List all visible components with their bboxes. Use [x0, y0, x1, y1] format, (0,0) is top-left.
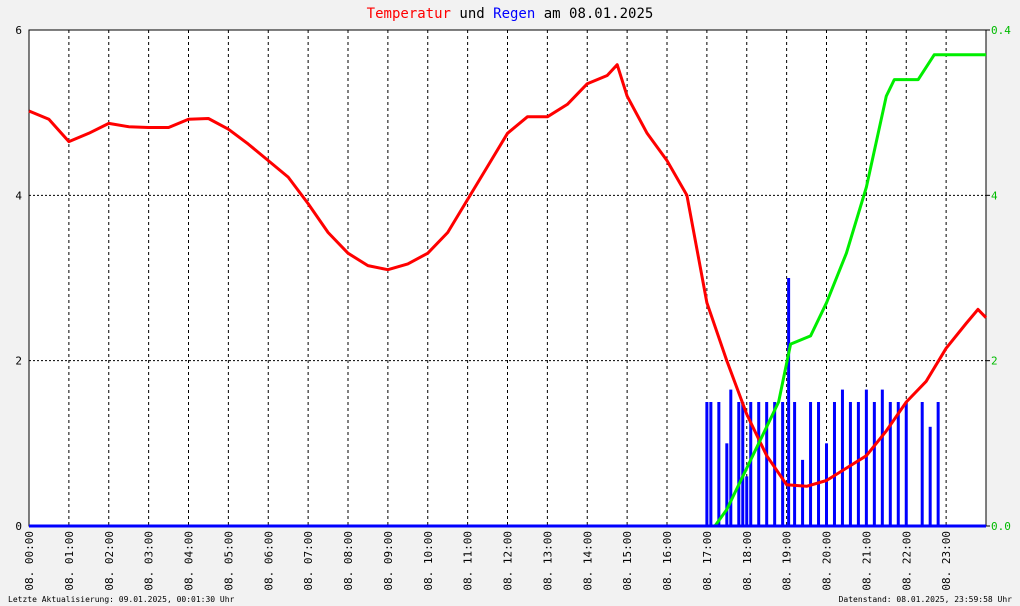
temperature-line: [28, 63, 988, 488]
x-tick-label: 08. 02:00: [103, 531, 116, 591]
footer-right: Datenstand: 08.01.2025, 23:59:58 Uhr: [839, 595, 1013, 604]
y2-tick-label: 0.0: [991, 520, 1011, 533]
x-tick-label: 08. 04:00: [183, 531, 196, 591]
rain-bar: [793, 402, 797, 526]
rain-bar: [709, 402, 713, 526]
title-part: Regen: [493, 6, 535, 22]
rain-bar: [936, 402, 940, 526]
y-tick-label: 6: [15, 24, 22, 37]
x-tick-label: 08. 16:00: [661, 531, 674, 591]
x-tick-label: 08. 10:00: [422, 531, 435, 591]
x-tick-label: 08. 22:00: [900, 531, 913, 591]
rain-bar: [864, 389, 868, 526]
y-tick-label: 2: [15, 355, 22, 368]
rain-bar: [896, 402, 900, 526]
y-tick-label: 0: [15, 520, 22, 533]
x-tick-label: 08. 05:00: [222, 531, 235, 591]
rain-bar: [888, 402, 892, 526]
x-tick-label: 08. 11:00: [462, 531, 475, 591]
x-tick-label: 08. 21:00: [860, 531, 873, 591]
rain-bar: [872, 402, 876, 526]
rain-bar: [809, 402, 813, 526]
rain-bar: [705, 402, 709, 526]
x-tick-label: 08. 18:00: [741, 531, 754, 591]
rain-bar: [904, 402, 908, 526]
rain-bar: [757, 402, 761, 526]
title-part: Temperatur: [367, 6, 451, 22]
rain-bar: [825, 443, 828, 526]
x-tick-label: 08. 19:00: [781, 531, 794, 591]
x-tick-label: 08. 03:00: [143, 531, 156, 591]
x-tick-label: 08. 17:00: [701, 531, 714, 591]
x-tick-label: 08. 12:00: [502, 531, 515, 591]
rain-bar: [781, 402, 785, 526]
rain-bar: [729, 389, 733, 526]
footer-left: Letzte Aktualisierung: 09.01.2025, 00:01…: [8, 595, 235, 604]
rain-bar: [737, 402, 741, 526]
rain-bar: [928, 426, 932, 526]
y2-tick-label: 0.4: [991, 24, 1011, 37]
x-tick-label: 08. 20:00: [821, 531, 834, 591]
rain-bar: [817, 402, 821, 526]
x-tick-label: 08. 09:00: [382, 531, 395, 591]
rain-bar: [787, 278, 791, 526]
chart-title: Temperatur und Regen am 08.01.2025: [367, 6, 654, 22]
rain-bar: [880, 389, 884, 526]
y-tick-label: 4: [15, 189, 22, 202]
x-tick-label: 08. 13:00: [541, 531, 554, 591]
y2-tick-label: 4: [991, 189, 998, 202]
rain-bar: [832, 402, 836, 526]
x-tick-label: 08. 07:00: [302, 531, 315, 591]
title-part: und: [459, 6, 484, 22]
x-tick-label: 08. 08:00: [342, 531, 355, 591]
x-tick-label: 08. 15:00: [621, 531, 634, 591]
rain-bar: [920, 402, 924, 526]
x-tick-label: 08. 23:00: [940, 531, 953, 591]
rain-bar: [725, 443, 729, 526]
x-tick-label: 08. 14:00: [581, 531, 594, 591]
rain-bar: [773, 402, 777, 526]
x-tick-label: 08. 00:00: [23, 531, 36, 591]
rain-bar: [801, 459, 805, 526]
rain-bar: [749, 402, 753, 526]
rain-bar: [856, 402, 860, 526]
x-tick-label: 08. 01:00: [63, 531, 76, 591]
rain-bar: [765, 402, 769, 526]
rain-bar: [745, 476, 749, 526]
rain-bar: [840, 389, 844, 526]
rain-bar: [717, 402, 721, 526]
y2-tick-label: 2: [991, 355, 998, 368]
title-part: am 08.01.2025: [544, 6, 654, 22]
rain-bar: [741, 402, 745, 526]
rain-sum-line: [29, 53, 986, 528]
x-tick-label: 08. 06:00: [262, 531, 275, 591]
